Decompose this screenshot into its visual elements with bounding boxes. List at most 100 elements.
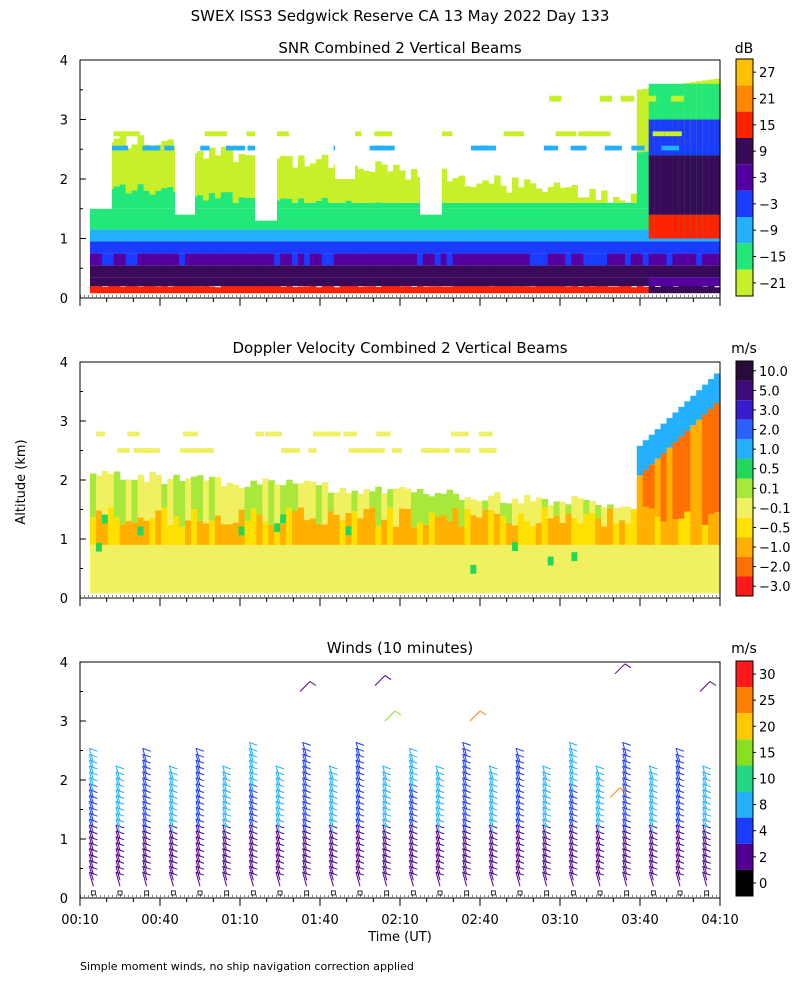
wind-barb xyxy=(614,663,626,675)
y-tick-label: 4 xyxy=(60,656,68,671)
snr-cell xyxy=(702,241,709,254)
doppler-cell xyxy=(363,508,370,545)
snr-cell xyxy=(434,241,442,254)
snr-cell xyxy=(607,277,614,287)
wind-barb xyxy=(195,848,201,863)
snr-cell xyxy=(232,253,240,266)
wind-barb xyxy=(622,742,628,757)
snr-cell xyxy=(494,253,501,266)
wind-barb xyxy=(275,824,281,840)
snr-cell xyxy=(375,208,382,230)
doppler-cell xyxy=(363,544,370,594)
snr-cell xyxy=(286,277,293,287)
snr-heatmap xyxy=(90,78,721,294)
doppler-cell xyxy=(452,493,460,508)
snr-cell xyxy=(500,208,507,230)
wind-barb xyxy=(568,783,574,798)
snr-cell xyxy=(708,284,715,294)
snr-cell xyxy=(393,277,400,287)
doppler-cell xyxy=(458,526,466,545)
wind-barb xyxy=(328,830,334,846)
wind-barb xyxy=(515,848,521,863)
snr-cell xyxy=(714,253,721,266)
snr-cell xyxy=(482,229,489,242)
wind-barb xyxy=(115,807,121,822)
snr-cell xyxy=(321,197,329,209)
colorbar-swatch xyxy=(736,556,753,577)
wind-barb xyxy=(302,824,308,840)
snr-cell xyxy=(315,200,323,209)
wind-barb xyxy=(168,842,174,857)
wind-barb xyxy=(595,807,601,822)
doppler-cell xyxy=(618,506,626,521)
wind-barb xyxy=(622,789,628,804)
snr-cell xyxy=(286,265,293,278)
snr-cell xyxy=(149,253,156,266)
snr-cell xyxy=(535,241,543,254)
doppler-cell xyxy=(464,544,471,594)
wind-barb xyxy=(435,777,441,792)
snr-cell xyxy=(339,208,347,230)
colorbar-label: 10.0 xyxy=(759,365,788,380)
wind-barb xyxy=(302,754,308,769)
snr-cell xyxy=(618,200,626,203)
doppler-cell xyxy=(268,480,275,525)
snr-cell xyxy=(268,229,275,242)
wind-barb xyxy=(675,842,681,857)
wind-barb xyxy=(115,771,121,787)
wind-barbs xyxy=(88,663,717,896)
colorbar-label: 8 xyxy=(759,799,767,814)
snr-cell xyxy=(684,119,691,156)
wind-barb xyxy=(275,830,281,846)
snr-cell xyxy=(244,229,252,242)
snr-cell xyxy=(541,241,549,254)
doppler-cell xyxy=(179,481,186,527)
snr-cell xyxy=(488,202,495,209)
snr-cell xyxy=(125,241,133,254)
doppler-cell xyxy=(208,476,216,521)
doppler-cell xyxy=(113,471,121,518)
wind-barb xyxy=(568,866,574,881)
doppler-cell xyxy=(185,544,192,594)
wind-profile-marker xyxy=(384,890,390,896)
wind-barb-feather xyxy=(595,765,605,770)
wind-barb xyxy=(488,783,494,798)
snr-gap xyxy=(335,95,355,179)
wind-barb xyxy=(302,759,308,775)
snr-cell xyxy=(107,208,115,230)
snr-cell xyxy=(286,253,293,266)
doppler-cell xyxy=(280,523,287,545)
doppler-cell xyxy=(446,544,454,594)
doppler-cell xyxy=(155,510,162,545)
snr-patch xyxy=(664,131,682,137)
doppler-cell xyxy=(517,503,525,514)
snr-cell xyxy=(696,119,703,156)
snr-cell xyxy=(214,155,222,199)
snr-cell xyxy=(690,277,697,287)
wind-barb xyxy=(648,789,654,804)
wind-barb xyxy=(168,854,174,869)
doppler-cell xyxy=(565,513,573,545)
snr-cell xyxy=(131,253,139,266)
doppler-cell xyxy=(357,518,364,545)
doppler-cell xyxy=(559,501,567,523)
snr-cell xyxy=(250,229,258,242)
doppler-cell xyxy=(345,493,353,513)
snr-cell xyxy=(624,241,632,254)
snr-cell xyxy=(345,265,353,278)
snr-cell xyxy=(274,284,281,294)
wind-barb xyxy=(382,765,388,781)
doppler-cell xyxy=(624,506,632,524)
snr-cell xyxy=(185,208,192,230)
snr-cell xyxy=(119,184,127,209)
snr-cell xyxy=(113,241,121,254)
snr-cell xyxy=(488,265,495,278)
wind-barb xyxy=(648,783,654,798)
wind-barb xyxy=(595,771,601,787)
snr-cell xyxy=(559,253,567,266)
wind-barb xyxy=(222,866,228,881)
doppler-cell xyxy=(286,508,293,545)
wind-barb xyxy=(88,824,94,840)
colorbar-label: 15 xyxy=(759,746,776,761)
